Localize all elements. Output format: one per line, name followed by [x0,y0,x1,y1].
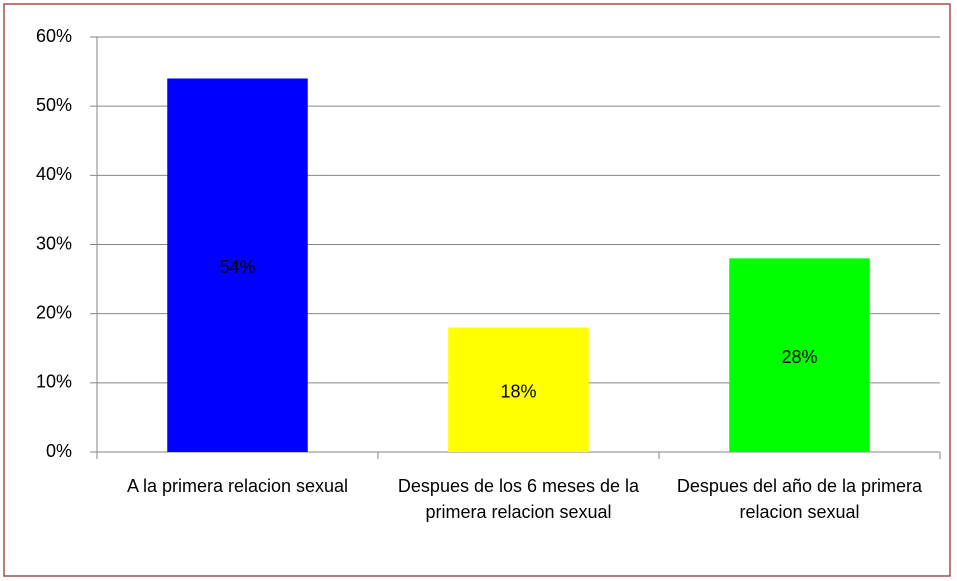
bar [448,327,589,452]
x-tick-label: Despues de los 6 meses de la primera rel… [397,476,640,522]
y-tick-label: 50% [36,95,72,115]
y-tick-label: 40% [36,164,72,184]
y-tick-label: 20% [36,302,72,322]
y-tick-label: 60% [36,26,72,46]
bar [729,258,870,452]
y-tick-label: 30% [36,233,72,253]
x-tick-label: A la primera relacion sexual [126,476,349,496]
bar [167,78,308,452]
data-label: 54% [219,257,255,277]
data-label: 18% [500,382,536,402]
y-tick-label: 10% [36,372,72,392]
y-tick-label: 0% [46,441,72,461]
data-label: 28% [781,347,817,367]
x-tick-label: Despues del año de la primera relacion s… [676,476,923,522]
